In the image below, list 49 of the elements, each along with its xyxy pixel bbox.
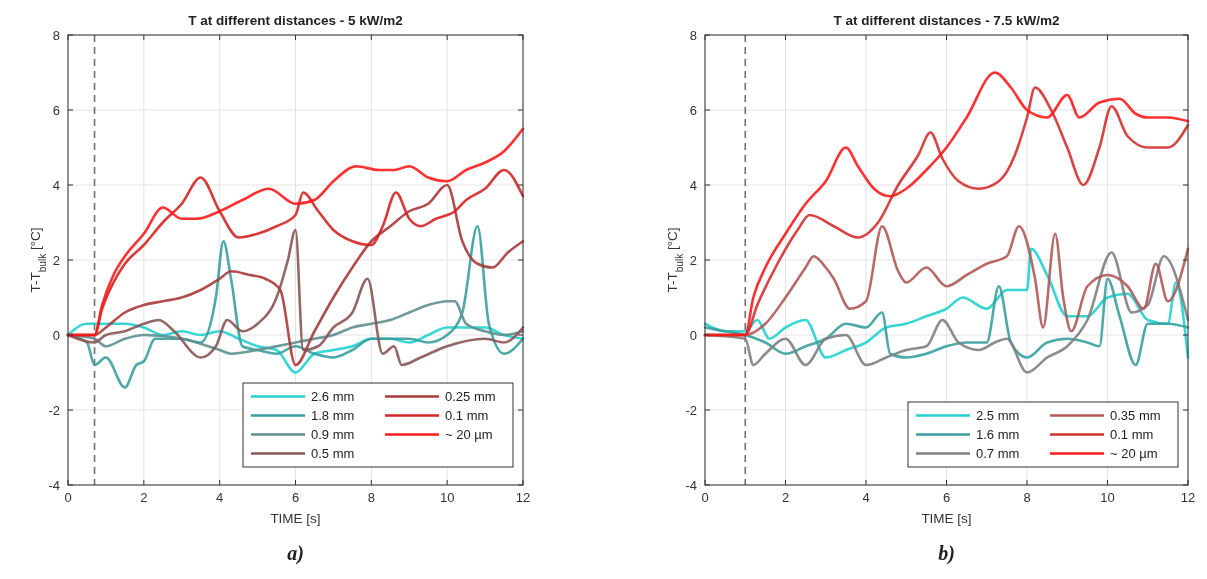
- x-tick-label: 0: [701, 490, 709, 505]
- y-tick-label: 8: [689, 27, 697, 43]
- x-tick-label: 4: [216, 490, 224, 505]
- legend-label: 1.8 mm: [311, 408, 355, 423]
- legend-label: 0.1 mm: [1110, 427, 1154, 442]
- y-tick-label: -4: [685, 477, 697, 493]
- legend-label: 2.5 mm: [976, 408, 1020, 423]
- x-tick-label: 2: [140, 490, 148, 505]
- x-tick-label: 12: [1180, 490, 1196, 505]
- line-series: [66, 228, 525, 367]
- x-axis-title: TIME [s]: [921, 511, 972, 526]
- x-tick-label: 6: [291, 490, 300, 505]
- y-tick-label: -4: [48, 477, 60, 493]
- x-tick-label: 2: [781, 490, 790, 505]
- chart-title: T at different distances - 5 kW/m2: [188, 13, 403, 28]
- line-series: [703, 277, 1190, 367]
- text: b): [938, 542, 955, 565]
- x-tick-label: 10: [439, 490, 455, 505]
- y-tick-label: -2: [685, 402, 697, 418]
- legend-label: 0.9 mm: [311, 427, 355, 442]
- legend-label: 0.35 mm: [1110, 408, 1161, 423]
- y-tick-label: 4: [689, 177, 697, 193]
- legend-label: 0.7 mm: [976, 446, 1020, 461]
- y-tick-label: 2: [52, 252, 60, 268]
- legend-label: 2.6 mm: [311, 389, 355, 404]
- x-tick-label: 12: [515, 490, 531, 505]
- x-tick-label: 10: [1100, 490, 1115, 505]
- y-tick-label: 6: [689, 102, 697, 118]
- y-tick-label: 0: [689, 327, 697, 343]
- x-tick-label: 0: [64, 490, 72, 505]
- legend-label: 1.6 mm: [976, 427, 1020, 442]
- y-tick-label: 2: [689, 252, 697, 268]
- x-tick-label: 8: [1023, 490, 1031, 505]
- x-tick-label: 8: [367, 490, 375, 505]
- legend-label: ~ 20 µm: [445, 427, 493, 442]
- y-tick-label: 6: [52, 102, 60, 118]
- text: a): [287, 542, 304, 565]
- legend-label: 0.25 mm: [445, 389, 496, 404]
- legend-label: 0.5 mm: [311, 446, 355, 461]
- y-tick-label: -2: [48, 402, 60, 418]
- x-axis-title: TIME [s]: [270, 511, 321, 526]
- y-tick-label: 0: [52, 327, 60, 343]
- y-tick-label: 4: [52, 177, 60, 193]
- x-tick-label: 6: [942, 490, 951, 505]
- legend-label: 0.1 mm: [445, 408, 489, 423]
- x-tick-label: 4: [862, 490, 870, 505]
- chart-title: T at different distances - 7.5 kW/m2: [833, 13, 1060, 28]
- legend-label: ~ 20 µm: [1110, 446, 1158, 461]
- y-tick-label: 8: [52, 27, 60, 43]
